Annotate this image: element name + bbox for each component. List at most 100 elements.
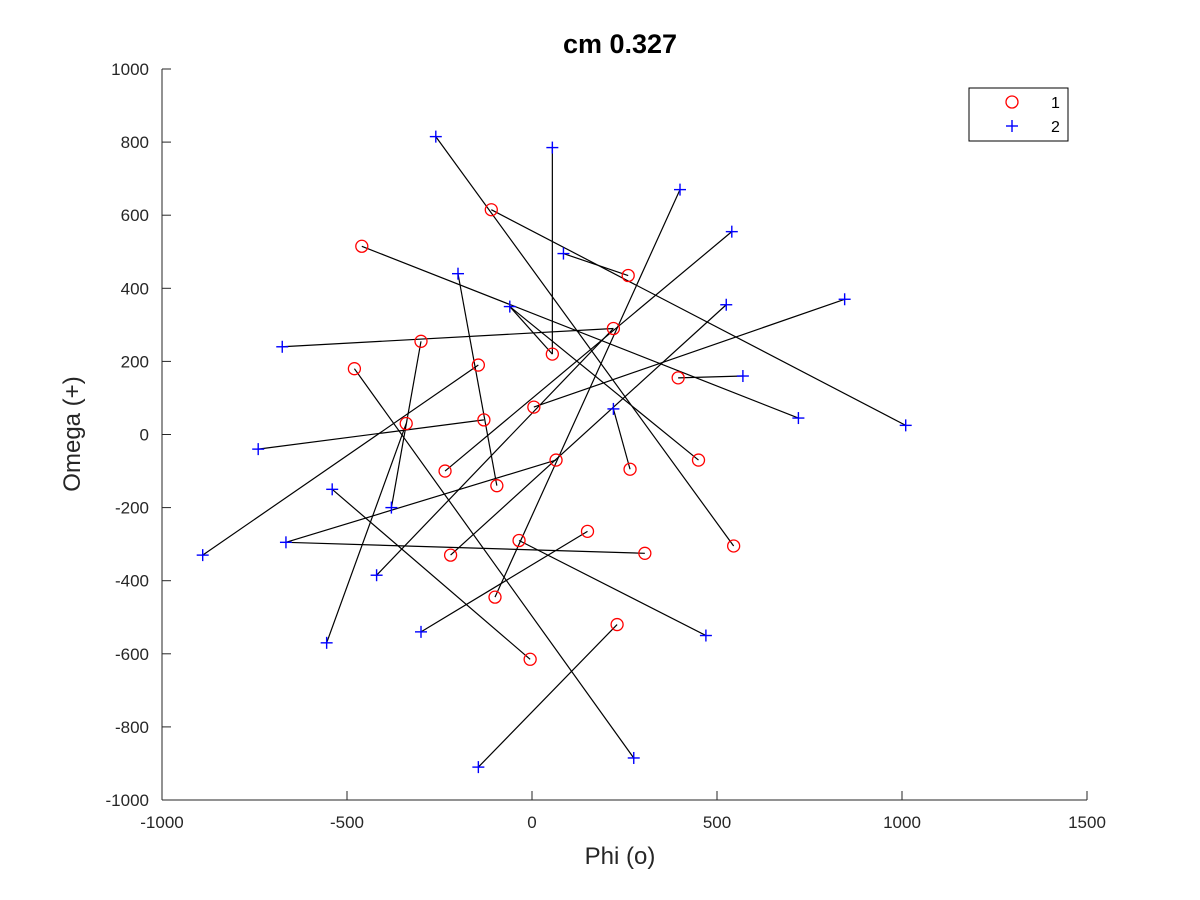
circle-point bbox=[527, 400, 541, 414]
plus-point bbox=[725, 225, 738, 238]
link-line bbox=[518, 539, 707, 637]
y-tick-label: -600 bbox=[115, 645, 149, 664]
circle-point bbox=[484, 203, 498, 217]
plus-point bbox=[899, 419, 912, 432]
legend-box bbox=[968, 87, 1069, 142]
link-line bbox=[678, 375, 743, 379]
circle-point bbox=[523, 652, 537, 666]
circle-point bbox=[512, 533, 526, 548]
plus-point bbox=[452, 267, 464, 280]
link-line bbox=[563, 253, 629, 277]
circle-point bbox=[399, 416, 413, 431]
plus-point bbox=[720, 298, 733, 311]
circle-point bbox=[488, 590, 502, 604]
legend-circle-marker bbox=[1005, 95, 1019, 109]
y-tick-label: 1000 bbox=[111, 60, 149, 79]
x-axis-title: Phi (o) bbox=[585, 843, 656, 870]
link-line bbox=[202, 364, 479, 556]
link-line bbox=[491, 209, 906, 426]
plus-point bbox=[196, 549, 209, 562]
circle-point bbox=[414, 334, 428, 348]
circle-point bbox=[638, 546, 652, 560]
plus-point bbox=[503, 300, 516, 313]
link-line bbox=[450, 304, 727, 556]
link-line bbox=[326, 423, 407, 644]
plus-point bbox=[276, 340, 289, 353]
plus-point bbox=[557, 247, 570, 260]
link-line bbox=[282, 327, 614, 348]
y-tick-label: -200 bbox=[115, 499, 149, 518]
plus-point bbox=[472, 761, 485, 774]
circle-point bbox=[549, 453, 563, 467]
circle-point bbox=[438, 464, 452, 478]
link-line bbox=[457, 273, 498, 486]
link-line bbox=[533, 298, 845, 408]
circle-point bbox=[471, 358, 486, 372]
link-line bbox=[494, 189, 681, 598]
plus-point bbox=[252, 443, 265, 456]
circle-point bbox=[727, 539, 741, 553]
link-line bbox=[285, 459, 557, 543]
link-lines bbox=[202, 136, 906, 768]
y-tick-label: -1000 bbox=[106, 791, 149, 810]
circle-point bbox=[610, 617, 624, 632]
link-line bbox=[435, 136, 735, 547]
y-tick-label: 200 bbox=[121, 352, 149, 371]
y-tick-label: 800 bbox=[121, 133, 149, 152]
legend: 12 bbox=[968, 87, 1069, 142]
link-line bbox=[477, 624, 618, 768]
plus-point bbox=[326, 483, 339, 496]
link-line bbox=[509, 306, 699, 461]
circle-point bbox=[355, 239, 369, 253]
plus-point bbox=[546, 141, 559, 154]
x-tick-label: -500 bbox=[330, 813, 364, 832]
legend-label: 2 bbox=[1051, 119, 1060, 136]
plus-point bbox=[415, 625, 427, 638]
circle-point bbox=[621, 268, 635, 283]
x-tick-label: 1500 bbox=[1068, 813, 1106, 832]
circle-point bbox=[477, 413, 491, 427]
plus-point bbox=[429, 130, 442, 143]
link-line bbox=[509, 306, 553, 355]
x-tick-label: -1000 bbox=[140, 813, 183, 832]
circle-point bbox=[691, 453, 706, 467]
y-tick-label: -400 bbox=[115, 572, 149, 591]
plus-point bbox=[736, 370, 749, 383]
plus-point bbox=[320, 636, 333, 649]
legend-label: 1 bbox=[1051, 95, 1060, 112]
plus-point bbox=[279, 536, 292, 549]
link-line bbox=[331, 488, 531, 660]
circle-point bbox=[545, 347, 559, 361]
x-tick-label: 500 bbox=[703, 813, 731, 832]
link-line bbox=[361, 245, 799, 419]
data-points bbox=[196, 130, 912, 774]
link-line bbox=[258, 419, 484, 450]
legend-plus-marker bbox=[1006, 120, 1018, 132]
link-line bbox=[376, 328, 614, 576]
plus-point bbox=[838, 293, 851, 306]
plus-point bbox=[385, 501, 398, 514]
circle-point bbox=[580, 524, 595, 539]
y-tick-label: 600 bbox=[121, 206, 149, 225]
y-tick-label: 400 bbox=[121, 279, 149, 298]
plus-point bbox=[607, 402, 620, 415]
y-tick-label: -800 bbox=[115, 718, 149, 737]
circle-point bbox=[606, 321, 621, 336]
link-line bbox=[444, 231, 733, 472]
plus-point bbox=[699, 629, 712, 642]
link-line bbox=[420, 530, 588, 633]
x-tick-label: 1000 bbox=[883, 813, 921, 832]
y-axis-title: Omega (+) bbox=[59, 376, 86, 491]
plus-point bbox=[627, 751, 640, 764]
plus-point bbox=[370, 569, 383, 582]
x-tick-label: 0 bbox=[527, 813, 536, 832]
y-tick-label: 0 bbox=[140, 426, 149, 445]
link-line bbox=[353, 368, 635, 759]
chart-title: cm 0.327 bbox=[563, 29, 677, 59]
circle-point bbox=[347, 362, 362, 376]
plus-point bbox=[674, 183, 686, 196]
circle-point bbox=[671, 371, 685, 385]
link-line bbox=[285, 541, 645, 554]
circle-point bbox=[443, 548, 458, 562]
